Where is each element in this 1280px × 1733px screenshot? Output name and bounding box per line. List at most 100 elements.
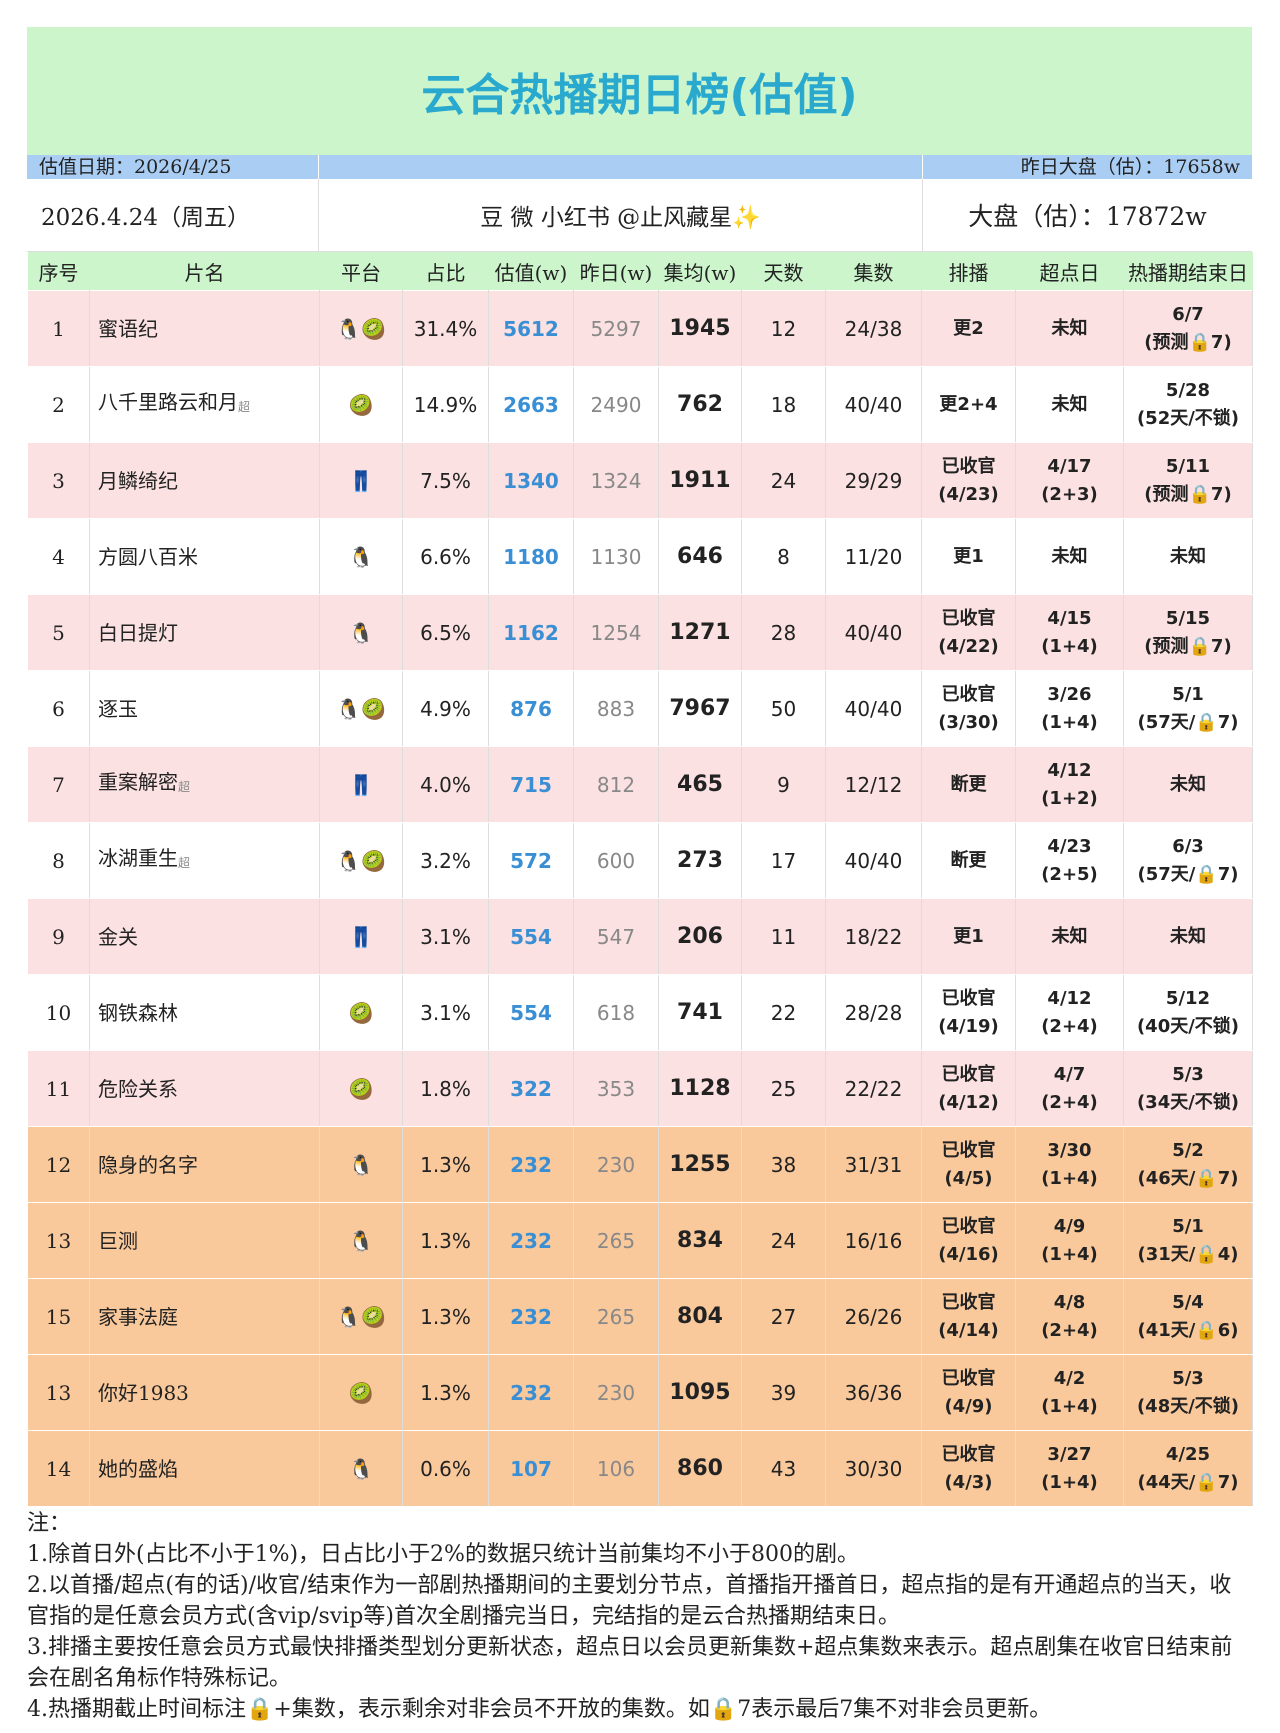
cell-yesterday: 600 bbox=[573, 822, 659, 899]
cell-avg: 1255 bbox=[658, 1126, 742, 1203]
show-name: 蜜语纪 bbox=[98, 316, 158, 341]
cell-share: 14.9% bbox=[402, 366, 489, 443]
column-header: 集数 bbox=[825, 252, 922, 291]
cell-days: 25 bbox=[741, 1050, 826, 1127]
show-tag: 超 bbox=[238, 400, 251, 414]
column-header: 序号 bbox=[27, 252, 90, 291]
show-name: 金关 bbox=[98, 924, 138, 949]
ranking-table: 序号 片名 平台 占比 估值(w) 昨日(w) 集均(w) 天数 集数 排播 超点日 热播期结束日 1… bbox=[27, 252, 1253, 1507]
ranking-card: 云合热播期日榜(估值) 估值日期：2026/4/25 昨日大盘（估）：17658… bbox=[27, 27, 1253, 1507]
cell-share: 6.6% bbox=[402, 518, 489, 595]
cell-peak-day: 未知 bbox=[1015, 290, 1124, 367]
cell-avg: 1271 bbox=[658, 594, 742, 671]
cell-share: 4.0% bbox=[402, 746, 489, 823]
cell-schedule: 已收官 (4/23) bbox=[921, 442, 1016, 519]
cell-end: 5/3 (48天/不锁) bbox=[1123, 1354, 1253, 1431]
cell-yesterday: 353 bbox=[573, 1050, 659, 1127]
cell-platform: 🥝 bbox=[319, 366, 403, 443]
cell-platform: 🐧 bbox=[319, 594, 403, 671]
cell-days: 24 bbox=[741, 442, 826, 519]
show-name: 她的盛焰 bbox=[98, 1456, 178, 1481]
cell-days: 12 bbox=[741, 290, 826, 367]
cell-yesterday: 547 bbox=[573, 898, 659, 975]
show-tag: 超 bbox=[178, 780, 191, 794]
cell-yesterday: 230 bbox=[573, 1126, 659, 1203]
cell-rank: 15 bbox=[27, 1278, 90, 1355]
cell-rank: 7 bbox=[27, 746, 90, 823]
cell-days: 28 bbox=[741, 594, 826, 671]
cell-platform: 🐧🥝 bbox=[319, 1278, 403, 1355]
cell-schedule: 更2+4 bbox=[921, 366, 1016, 443]
cell-name: 方圆八百米 bbox=[89, 518, 320, 595]
cell-schedule: 已收官 (4/16) bbox=[921, 1202, 1016, 1279]
cell-schedule: 已收官 (4/12) bbox=[921, 1050, 1016, 1127]
show-name: 家事法庭 bbox=[98, 1304, 178, 1329]
notes-heading: 注： bbox=[27, 1511, 72, 1536]
cell-avg: 646 bbox=[658, 518, 742, 595]
cell-estimate: 554 bbox=[488, 974, 574, 1051]
cell-days: 22 bbox=[741, 974, 826, 1051]
cell-end: 5/15 (预测🔒7) bbox=[1123, 594, 1253, 671]
cell-peak-day: 未知 bbox=[1015, 518, 1124, 595]
table-row: 11 危险关系 🥝 1.8% 322 353 1128 25 22/22 已收官 (4/12) 4/… bbox=[27, 1050, 1253, 1127]
cell-name: 巨测 bbox=[89, 1202, 320, 1279]
cell-schedule: 更2 bbox=[921, 290, 1016, 367]
cell-end: 5/3 (34天/不锁) bbox=[1123, 1050, 1253, 1127]
show-name: 白日提灯 bbox=[98, 620, 178, 645]
cell-episodes: 28/28 bbox=[825, 974, 922, 1051]
cell-episodes: 31/31 bbox=[825, 1126, 922, 1203]
cell-share: 1.3% bbox=[402, 1278, 489, 1355]
cell-yesterday: 883 bbox=[573, 670, 659, 747]
cell-name: 冰湖重生超 bbox=[89, 822, 320, 899]
cell-yesterday: 106 bbox=[573, 1430, 659, 1507]
cell-episodes: 40/40 bbox=[825, 670, 922, 747]
cell-avg: 741 bbox=[658, 974, 742, 1051]
cell-estimate: 554 bbox=[488, 898, 574, 975]
cell-share: 4.9% bbox=[402, 670, 489, 747]
cell-platform: 🐧 bbox=[319, 1126, 403, 1203]
cell-schedule: 已收官 (3/30) bbox=[921, 670, 1016, 747]
show-name: 冰湖重生 bbox=[98, 846, 178, 870]
cell-platform: 🐧 bbox=[319, 1202, 403, 1279]
cell-peak-day: 4/23 (2+5) bbox=[1015, 822, 1124, 899]
cell-end: 6/3 (57天/🔒7) bbox=[1123, 822, 1253, 899]
cell-yesterday: 230 bbox=[573, 1354, 659, 1431]
cell-days: 24 bbox=[741, 1202, 826, 1279]
title: 云合热播期日榜(估值) bbox=[27, 27, 1252, 155]
column-header: 平台 bbox=[319, 252, 403, 291]
cell-peak-day: 4/12 (1+2) bbox=[1015, 746, 1124, 823]
info-bar: 2026.4.24（周五） 豆 微 小红书 @止风藏星✨ 大盘（估）：17872… bbox=[27, 179, 1252, 252]
market: 大盘（估）：17872w bbox=[968, 202, 1207, 231]
cell-end: 5/2 (46天/🔒7) bbox=[1123, 1126, 1253, 1203]
column-header: 占比 bbox=[402, 252, 489, 291]
cell-platform: 👖 bbox=[319, 898, 403, 975]
cell-peak-day: 4/12 (2+4) bbox=[1015, 974, 1124, 1051]
cell-avg: 465 bbox=[658, 746, 742, 823]
yesterday-market: 昨日大盘（估）：17658w bbox=[1020, 156, 1240, 178]
cell-name: 蜜语纪 bbox=[89, 290, 320, 367]
show-name: 重案解密 bbox=[98, 770, 178, 794]
cell-avg: 1095 bbox=[658, 1354, 742, 1431]
cell-name: 白日提灯 bbox=[89, 594, 320, 671]
show-name: 八千里路云和月 bbox=[98, 390, 238, 414]
date-bar: 估值日期：2026/4/25 昨日大盘（估）：17658w bbox=[27, 155, 1252, 179]
cell-avg: 762 bbox=[658, 366, 742, 443]
cell-share: 1.3% bbox=[402, 1126, 489, 1203]
cell-end: 5/11 (预测🔒7) bbox=[1123, 442, 1253, 519]
cell-episodes: 36/36 bbox=[825, 1354, 922, 1431]
date: 2026.4.24（周五） bbox=[27, 179, 319, 251]
table-body: 1 蜜语纪 🐧🥝 31.4% 5612 5297 1945 12 24/38 更2 未知 6/7 (预… bbox=[27, 290, 1253, 1507]
show-name: 你好1983 bbox=[98, 1380, 189, 1405]
cell-avg: 834 bbox=[658, 1202, 742, 1279]
cell-share: 1.8% bbox=[402, 1050, 489, 1127]
cell-end: 5/28 (52天/不锁) bbox=[1123, 366, 1253, 443]
cell-share: 3.2% bbox=[402, 822, 489, 899]
cell-schedule: 已收官 (4/5) bbox=[921, 1126, 1016, 1203]
cell-schedule: 已收官 (4/3) bbox=[921, 1430, 1016, 1507]
cell-end: 5/12 (40天/不锁) bbox=[1123, 974, 1253, 1051]
cell-rank: 9 bbox=[27, 898, 90, 975]
cell-rank: 5 bbox=[27, 594, 90, 671]
author: 豆 微 小红书 @止风藏星✨ bbox=[319, 179, 923, 251]
cell-share: 1.3% bbox=[402, 1354, 489, 1431]
